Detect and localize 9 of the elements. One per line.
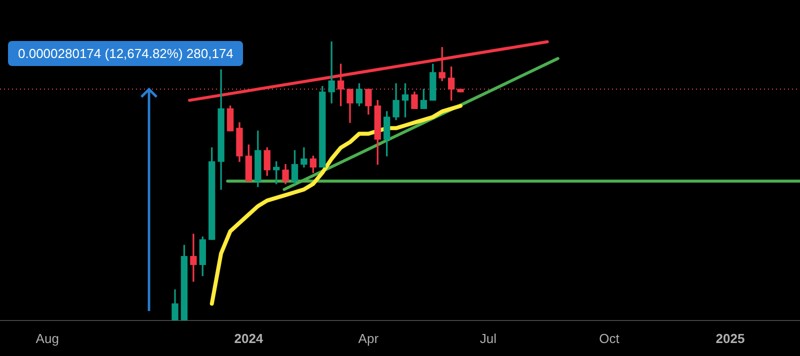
x-tick-label: Apr (358, 330, 380, 346)
candlestick (328, 41, 335, 104)
x-tick-label: Jul (480, 330, 497, 346)
x-tick-label: Aug (36, 330, 59, 346)
x-tick-label: 2024 (234, 330, 264, 346)
candlestick (190, 234, 197, 282)
x-tick-label: 2025 (716, 330, 745, 346)
x-tick-label: Oct (599, 330, 620, 346)
annotation: 0.0000280174 (12,674.82%) 280,174 (8, 41, 244, 66)
